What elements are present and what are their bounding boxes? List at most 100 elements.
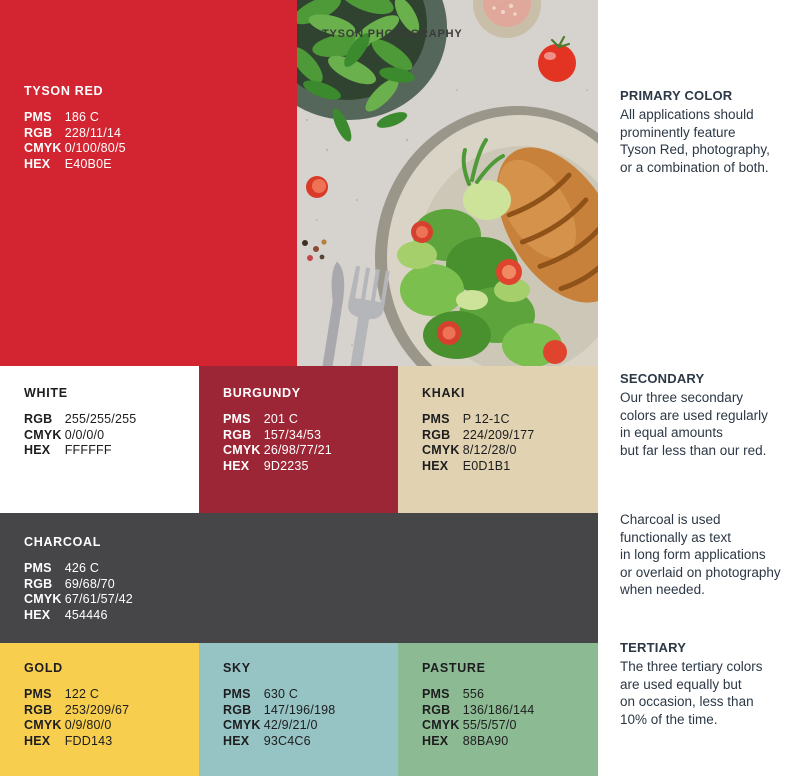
spec-value: 88BA90 xyxy=(462,733,509,748)
spec-value: 55/5/57/0 xyxy=(462,718,517,732)
swatch-title: CHARCOAL xyxy=(24,535,102,549)
spec-row: PMS 630 C xyxy=(223,687,398,703)
spec-row: RGB 253/209/67 xyxy=(24,703,199,719)
spec-label: CMYK xyxy=(422,443,460,457)
swatch-gold: GOLD PMS 122 C RGB 253/209/67 CMYK 0/9/8… xyxy=(0,643,199,776)
spec-row: PMS 186 C xyxy=(24,110,297,126)
spec-label: RGB xyxy=(24,576,53,591)
swatch-tyson-red: TYSON RED PMS 186 C RGB 228/11/14 CMYK 0… xyxy=(0,0,297,366)
spec-value: E40B0E xyxy=(64,156,112,171)
spec-row: HEX E40B0E xyxy=(24,157,297,173)
spec-label: HEX xyxy=(223,458,250,473)
note-charcoal-usage: Charcoal is used functionally as text in… xyxy=(620,511,790,599)
spec-label: CMYK xyxy=(24,718,62,732)
spec-label: RGB xyxy=(24,125,53,140)
spec-value: 26/98/77/21 xyxy=(263,443,332,457)
spec-value: FFFFFF xyxy=(64,443,112,457)
note-title: SECONDARY xyxy=(620,371,705,386)
spec-label: HEX xyxy=(24,607,51,622)
spec-row: HEX FDD143 xyxy=(24,734,199,750)
note-body: Our three secondary colors are used regu… xyxy=(620,390,768,458)
note-title: TERTIARY xyxy=(620,640,687,655)
swatch-charcoal: CHARCOAL PMS 426 C RGB 69/68/70 CMYK 67/… xyxy=(0,513,598,643)
note-primary-color: PRIMARY COLOR All applications should pr… xyxy=(620,88,790,176)
swatch-title: WHITE xyxy=(24,386,68,400)
spec-value: 8/12/28/0 xyxy=(462,443,517,457)
spec-value: 253/209/67 xyxy=(64,702,130,717)
spec-label: HEX xyxy=(223,733,250,748)
spec-row: HEX 454446 xyxy=(24,608,598,624)
spec-value: 224/209/177 xyxy=(462,427,535,442)
spec-value: P 12-1C xyxy=(462,412,510,426)
spec-label: PMS xyxy=(24,110,52,124)
spec-label: CMYK xyxy=(24,427,62,442)
tomato-slices xyxy=(411,221,567,364)
tomato-half xyxy=(306,176,328,198)
food-photograph: TYSON PHOTOGRAPHY xyxy=(297,0,598,366)
spec-label: CMYK xyxy=(223,443,261,457)
spec-label: PMS xyxy=(223,412,251,426)
spec-value: E0D1B1 xyxy=(462,458,511,473)
spec-label: HEX xyxy=(24,733,51,748)
spec-value: 255/255/255 xyxy=(64,412,137,426)
spec-row: CMYK 0/100/80/5 xyxy=(24,141,297,157)
spec-value: 426 C xyxy=(64,561,100,575)
spec-label: RGB xyxy=(422,702,451,717)
spec-label: RGB xyxy=(24,412,53,426)
spec-row: CMYK 0/0/0/0 xyxy=(24,428,199,444)
note-body: All applications should prominently feat… xyxy=(620,107,770,175)
spec-value: 186 C xyxy=(64,110,100,124)
spec-value: 454446 xyxy=(64,607,108,622)
spec-row: HEX 93C4C6 xyxy=(223,734,398,750)
spec-value: 67/61/57/42 xyxy=(64,592,133,606)
spec-value: 0/9/80/0 xyxy=(64,718,112,732)
spec-row: RGB 224/209/177 xyxy=(422,428,598,444)
note-tertiary: TERTIARY The three tertiary colors are u… xyxy=(620,640,790,728)
arugula-bowl xyxy=(297,0,447,142)
spec-value: 201 C xyxy=(263,412,299,426)
spec-row: RGB 157/34/53 xyxy=(223,428,398,444)
note-title: PRIMARY COLOR xyxy=(620,88,733,103)
spec-label: PMS xyxy=(422,687,450,701)
spec-value: 93C4C6 xyxy=(263,733,311,748)
spec-value: 630 C xyxy=(263,687,299,701)
swatch-burgundy: BURGUNDY PMS 201 C RGB 157/34/53 CMYK 26… xyxy=(199,366,398,513)
spec-label: HEX xyxy=(24,443,51,457)
spec-label: PMS xyxy=(24,561,52,575)
spec-label: CMYK xyxy=(223,718,261,732)
spec-label: RGB xyxy=(223,702,252,717)
spec-row: CMYK 26/98/77/21 xyxy=(223,443,398,459)
spec-row: CMYK 0/9/80/0 xyxy=(24,718,199,734)
spec-label: PMS xyxy=(422,412,450,426)
spec-row: PMS 201 C xyxy=(223,412,398,428)
spec-value: FDD143 xyxy=(64,733,113,748)
swatch-title: KHAKI xyxy=(422,386,466,400)
spec-label: CMYK xyxy=(24,141,62,155)
cherry-tomato xyxy=(538,35,576,82)
spec-value: 157/34/53 xyxy=(263,427,322,442)
spec-label: PMS xyxy=(223,687,251,701)
grilled-chicken xyxy=(496,147,598,303)
peppercorns xyxy=(302,239,327,261)
spec-row: CMYK 8/12/28/0 xyxy=(422,443,598,459)
swatch-title: GOLD xyxy=(24,661,63,675)
spec-label: HEX xyxy=(24,156,51,171)
spec-row: RGB 228/11/14 xyxy=(24,126,297,142)
spec-row: CMYK 42/9/21/0 xyxy=(223,718,398,734)
spec-row: CMYK 67/61/57/42 xyxy=(24,592,598,608)
spec-value: 69/68/70 xyxy=(64,576,115,591)
knife xyxy=(320,261,345,366)
spec-row: CMYK 55/5/57/0 xyxy=(422,718,598,734)
spec-value: 147/196/198 xyxy=(263,702,336,717)
spec-label: CMYK xyxy=(24,592,62,606)
spec-value: 122 C xyxy=(64,687,100,701)
spec-label: HEX xyxy=(422,458,449,473)
spec-value: 136/186/144 xyxy=(462,702,535,717)
spec-value: 0/0/0/0 xyxy=(64,427,105,442)
spec-label: HEX xyxy=(422,733,449,748)
swatch-khaki: KHAKI PMS P 12-1C RGB 224/209/177 CMYK 8… xyxy=(398,366,598,513)
spec-row: PMS 426 C xyxy=(24,561,598,577)
spec-label: RGB xyxy=(223,427,252,442)
swatch-title: BURGUNDY xyxy=(223,386,301,400)
spec-row: HEX FFFFFF xyxy=(24,443,199,459)
